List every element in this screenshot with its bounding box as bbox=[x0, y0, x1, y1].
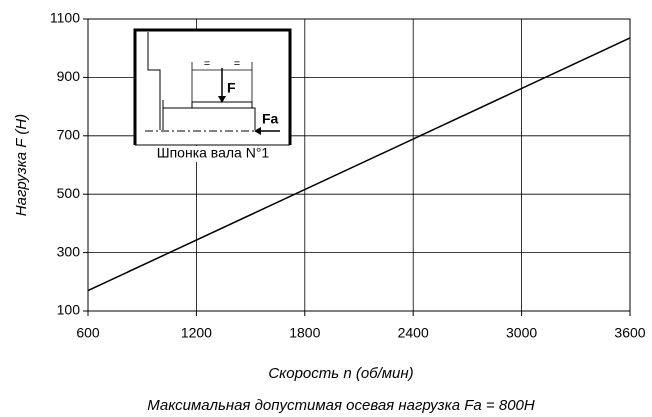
caption-bg bbox=[138, 146, 288, 162]
x-axis-label: Скорость n (об/мин) bbox=[268, 365, 413, 382]
x-tick-label: 3000 bbox=[506, 325, 537, 341]
x-tick-label: 2400 bbox=[398, 325, 429, 341]
force-label: F bbox=[227, 80, 236, 96]
x-tick-label: 600 bbox=[76, 325, 100, 341]
inset-frame bbox=[133, 28, 292, 145]
x-tick-label: 1200 bbox=[181, 325, 212, 341]
axial-arrowhead bbox=[254, 127, 261, 135]
y-tick-label: 300 bbox=[57, 243, 81, 259]
dim-label: = bbox=[204, 58, 210, 70]
inset-caption: Шпонка вала N°1 bbox=[157, 145, 270, 161]
inset-diagram: = = F Fa Шпонка вала N°1 bbox=[133, 28, 292, 162]
x-tick-label: 1800 bbox=[289, 325, 320, 341]
shaft-shoulder bbox=[147, 32, 161, 130]
axial-label: Fa bbox=[262, 111, 279, 127]
y-tick-label: 900 bbox=[57, 68, 81, 84]
y-tick-label: 700 bbox=[57, 127, 81, 143]
x-tick-label: 3600 bbox=[614, 325, 645, 341]
dim-label: = bbox=[234, 58, 240, 70]
y-tick-label: 1100 bbox=[50, 10, 80, 26]
y-tick-label: 100 bbox=[57, 302, 81, 318]
y-tick-label: 500 bbox=[57, 185, 81, 201]
force-arrowhead bbox=[218, 96, 226, 103]
plot-frame bbox=[87, 18, 631, 312]
caption: Максимальная допустимая осевая нагрузка … bbox=[147, 397, 535, 414]
data-line bbox=[87, 37, 631, 292]
y-axis-label: Нагрузка F (Н) bbox=[13, 114, 30, 216]
inset-bg bbox=[135, 30, 290, 145]
